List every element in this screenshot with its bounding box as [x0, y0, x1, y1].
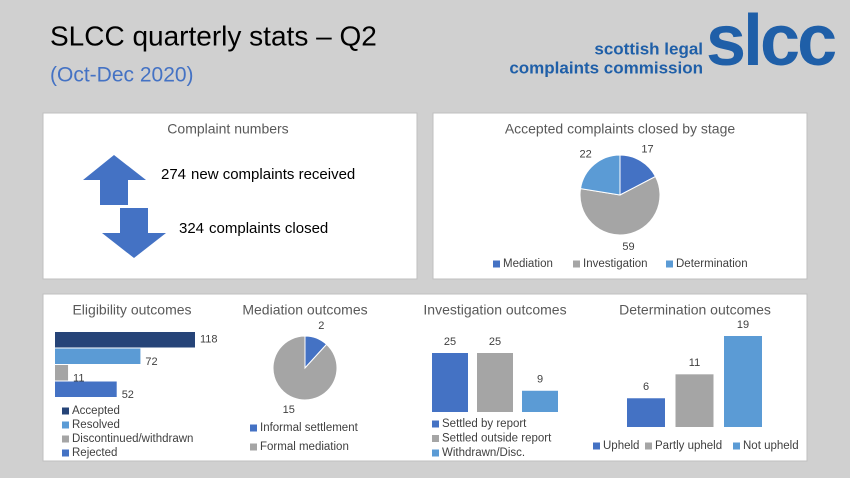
legend-label: Investigation	[583, 258, 648, 270]
up-arrow	[83, 155, 146, 205]
legend-swatch	[593, 442, 600, 450]
bar	[432, 353, 468, 412]
legend-swatch	[432, 449, 439, 457]
closed-number: 324	[179, 220, 204, 237]
logo-line: complaints commission	[509, 58, 703, 77]
legend-swatch	[62, 421, 69, 429]
bar	[522, 390, 558, 412]
panel-title: Complaint numbers	[167, 121, 288, 137]
data-label: 9	[537, 374, 543, 386]
page-subtitle: (Oct-Dec 2020)	[50, 64, 194, 87]
data-label: 11	[73, 373, 84, 385]
pie-slice	[579, 175, 661, 236]
legend-swatch	[573, 260, 580, 268]
logo-mark: slcc	[706, 1, 835, 81]
bar	[55, 365, 69, 381]
legend-label: Upheld	[603, 440, 639, 452]
legend-label: Determination	[676, 258, 748, 270]
data-label: 19	[737, 319, 749, 331]
legend-label: Formal mediation	[260, 441, 349, 453]
data-label: 25	[444, 336, 456, 348]
legend-label: Settled by report	[442, 418, 527, 430]
bar	[477, 353, 513, 412]
data-label: 6	[643, 381, 649, 393]
bar	[55, 348, 141, 364]
legend-label: Accepted	[72, 405, 120, 417]
bar	[724, 336, 762, 427]
closed-label: complaints closed	[209, 220, 328, 237]
chart-title: Accepted complaints closed by stage	[505, 121, 736, 137]
legend-swatch	[432, 435, 439, 442]
legend-swatch	[733, 442, 740, 450]
legend-swatch	[250, 424, 257, 432]
legend-swatch	[432, 420, 439, 428]
pie-slice	[579, 154, 621, 196]
legend-label: Mediation	[503, 258, 553, 270]
bar	[55, 381, 117, 397]
legend-label: Informal settlement	[260, 422, 359, 434]
data-label: 22	[580, 149, 592, 161]
page-title: SLCC quarterly stats – Q2	[50, 20, 377, 51]
bar	[55, 332, 195, 348]
legend-swatch	[645, 442, 652, 450]
bar	[627, 398, 665, 427]
legend-swatch	[493, 260, 500, 268]
legend-label: Partly upheld	[655, 440, 722, 452]
data-label: 17	[641, 144, 653, 156]
data-label: 52	[122, 389, 134, 401]
logo-line: scottish legal	[594, 39, 703, 58]
chart-title: Investigation outcomes	[423, 302, 566, 318]
legend-swatch	[666, 260, 673, 268]
legend-swatch	[62, 435, 69, 443]
chart-title: Mediation outcomes	[242, 302, 367, 318]
legend-swatch	[250, 443, 257, 451]
legend-label: Withdrawn/Disc.	[442, 447, 525, 459]
data-label: 118	[200, 334, 218, 346]
received-text: 274 new complaints received	[161, 166, 355, 183]
data-label: 25	[489, 336, 501, 348]
chart-title: Eligibility outcomes	[72, 302, 191, 318]
legend-label: Discontinued/withdrawn	[72, 433, 193, 445]
received-number: 274	[161, 166, 186, 183]
data-label: 59	[622, 241, 634, 253]
pie-slice	[619, 154, 657, 196]
down-arrow	[102, 208, 166, 258]
legend-swatch	[62, 449, 69, 457]
data-label: 72	[145, 356, 157, 368]
bar	[675, 374, 714, 427]
data-label: 2	[318, 320, 324, 332]
data-label: 15	[283, 404, 295, 416]
closed-text: 324 complaints closed	[179, 220, 328, 237]
data-label: 11	[689, 357, 700, 369]
panel	[42, 112, 418, 280]
legend-label: Resolved	[72, 419, 120, 431]
legend-label: Settled outside report	[442, 433, 552, 445]
pie-slice	[272, 335, 338, 401]
legend-label: Not upheld	[743, 440, 799, 452]
chart-title: Determination outcomes	[619, 302, 771, 318]
received-label: new complaints received	[191, 166, 355, 183]
legend-swatch	[62, 407, 69, 415]
legend-label: Rejected	[72, 447, 117, 459]
